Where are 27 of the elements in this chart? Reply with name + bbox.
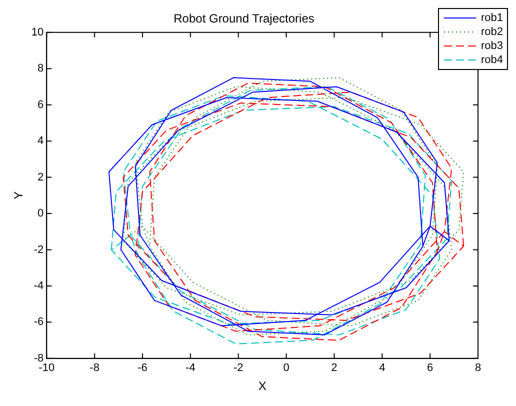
x-tick-label: -6 — [138, 362, 148, 374]
y-tick-label: -2 — [34, 244, 44, 256]
y-tick-label: 0 — [38, 208, 44, 220]
y-tick-label: 2 — [38, 171, 44, 184]
x-tick-label: 2 — [331, 362, 338, 374]
x-tick-label: -10 — [38, 362, 55, 374]
x-tick-label: -2 — [233, 362, 244, 374]
x-tick-label: 6 — [427, 362, 434, 374]
y-axis-title: Y — [12, 191, 26, 200]
legend-label: rob2 — [480, 26, 503, 38]
y-tick-label: 6 — [38, 98, 44, 111]
y-tick-label: -4 — [34, 280, 44, 292]
y-tick-label: 8 — [38, 62, 44, 75]
y-tick-label: 10 — [31, 26, 44, 38]
x-tick-label: -8 — [90, 362, 100, 374]
legend-label: rob4 — [480, 54, 503, 66]
y-tick-label: 4 — [38, 135, 44, 148]
y-tick-label: -8 — [34, 352, 44, 364]
x-tick-label: 0 — [283, 362, 290, 374]
x-tick-label: 4 — [379, 362, 386, 374]
x-axis-title: X — [258, 379, 266, 394]
legend-label: rob3 — [480, 40, 503, 52]
x-tick-label: -4 — [186, 362, 196, 374]
legend-label: rob1 — [480, 12, 503, 24]
chart-title: Robot Ground Trajectories — [174, 12, 314, 26]
y-tick-label: -6 — [34, 316, 44, 328]
x-tick-label: 8 — [474, 362, 482, 374]
